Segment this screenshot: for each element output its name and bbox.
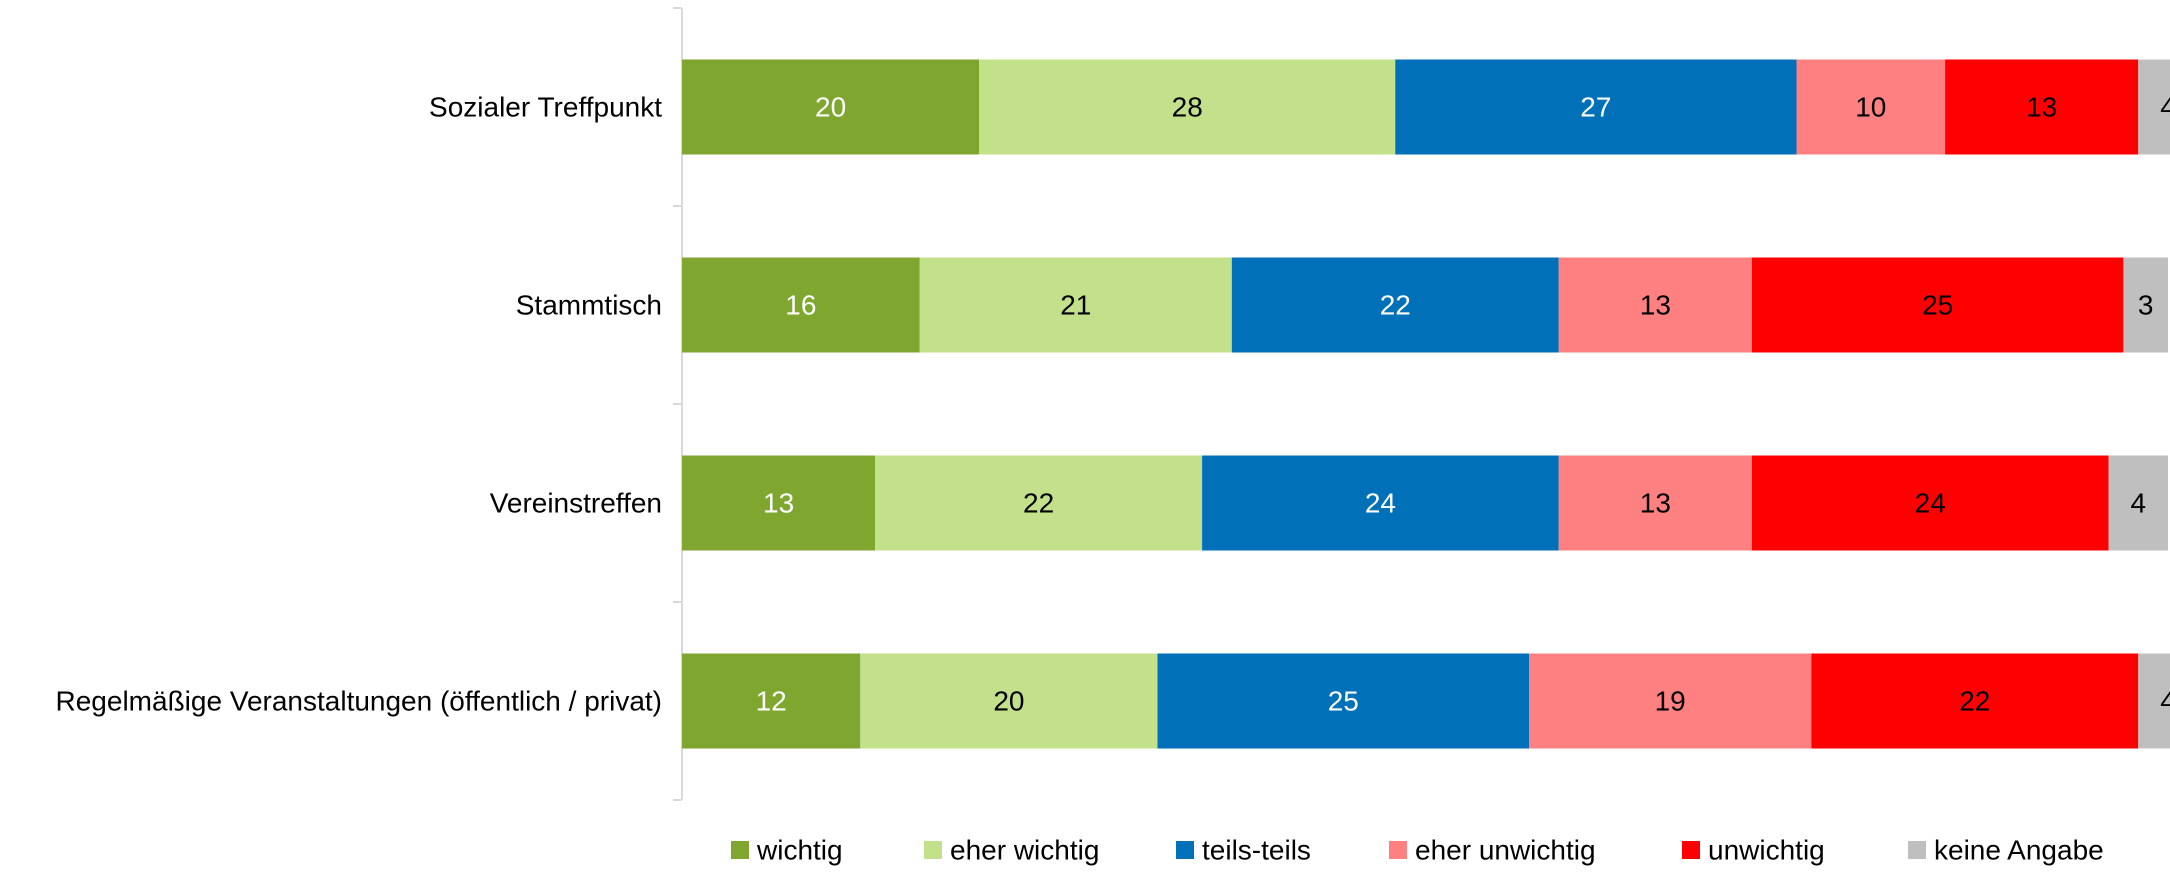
- data-label: 4: [2160, 92, 2170, 123]
- bar-segment: [1558, 455, 1752, 551]
- category-label: Vereinstreffen: [490, 488, 662, 519]
- data-label: 13: [2026, 92, 2057, 123]
- legend-swatch: [1908, 841, 1926, 859]
- legend-label: wichtig: [756, 835, 843, 866]
- bar-segment: [860, 653, 1158, 749]
- bar-segment: [919, 257, 1232, 353]
- data-label: 13: [1640, 290, 1671, 321]
- data-label: 25: [1328, 686, 1359, 717]
- data-label: 4: [2130, 488, 2146, 519]
- data-label: 13: [1640, 488, 1671, 519]
- category-labels: Sozialer Treffpunkt Stammtisch Vereinstref…: [56, 92, 663, 717]
- data-label: 3: [2138, 290, 2154, 321]
- bar-segment: [1751, 455, 2109, 551]
- bar-segment: [1231, 257, 1559, 353]
- data-label: 20: [993, 686, 1024, 717]
- bar-segment: [1945, 59, 2139, 155]
- bar-segment: [2138, 59, 2170, 155]
- bar-segment: [1529, 653, 1812, 749]
- data-label: 22: [1959, 686, 1990, 717]
- legend-label: eher wichtig: [950, 835, 1099, 866]
- data-label: 16: [785, 290, 816, 321]
- legend-label: keine Angabe: [1934, 835, 2104, 866]
- bar-segment: [979, 59, 1396, 155]
- legend-swatch: [1682, 841, 1700, 859]
- legend-swatch: [1389, 841, 1407, 859]
- bars-layer: 20 28 27 10 13 4 16 21 22 13 25 3 13 22 24 13 24 4 12 20 25 1…: [682, 59, 2170, 749]
- data-label: 24: [1365, 488, 1396, 519]
- data-label: 27: [1580, 92, 1611, 123]
- bar-segment: [1202, 455, 1559, 551]
- legend-swatch: [731, 841, 749, 859]
- bar-segment: [2123, 257, 2168, 353]
- category-label: Sozialer Treffpunkt: [429, 92, 662, 123]
- data-label: 22: [1023, 488, 1054, 519]
- legend-swatch: [1176, 841, 1194, 859]
- legend-swatch: [924, 841, 942, 859]
- data-label: 20: [815, 92, 846, 123]
- bar-segment: [682, 59, 980, 155]
- bar-segment: [1157, 653, 1530, 749]
- data-label: 24: [1915, 488, 1946, 519]
- category-axis: [673, 7, 683, 801]
- data-label: 4: [2160, 686, 2170, 717]
- data-label: 22: [1380, 290, 1411, 321]
- bar-segment: [1796, 59, 1946, 155]
- bar-segment: [1751, 257, 2124, 353]
- legend-label: eher unwichtig: [1415, 835, 1596, 866]
- bar-segment: [875, 455, 1203, 551]
- bar-segment: [682, 257, 920, 353]
- data-label: 25: [1922, 290, 1953, 321]
- bar-segment: [1395, 59, 1797, 155]
- legend-label: teils-teils: [1202, 835, 1311, 866]
- data-label: 19: [1655, 686, 1686, 717]
- bar-segment: [2108, 455, 2168, 551]
- bar-segment: [2138, 653, 2170, 749]
- bar-segment: [1558, 257, 1752, 353]
- data-label: 13: [763, 488, 794, 519]
- data-label: 28: [1172, 92, 1203, 123]
- data-label: 12: [756, 686, 787, 717]
- bar-segment: [682, 653, 861, 749]
- legend-label: unwichtig: [1708, 835, 1825, 866]
- bar-segment: [682, 455, 876, 551]
- data-label: 10: [1855, 92, 1886, 123]
- bar-segment: [1811, 653, 2139, 749]
- category-label: Regelmäßige Veranstaltungen (öffentlich …: [56, 686, 662, 717]
- data-label: 21: [1060, 290, 1091, 321]
- legend: wichtig eher wichtig teils-teils eher unwic…: [731, 835, 2104, 866]
- category-label: Stammtisch: [516, 290, 662, 321]
